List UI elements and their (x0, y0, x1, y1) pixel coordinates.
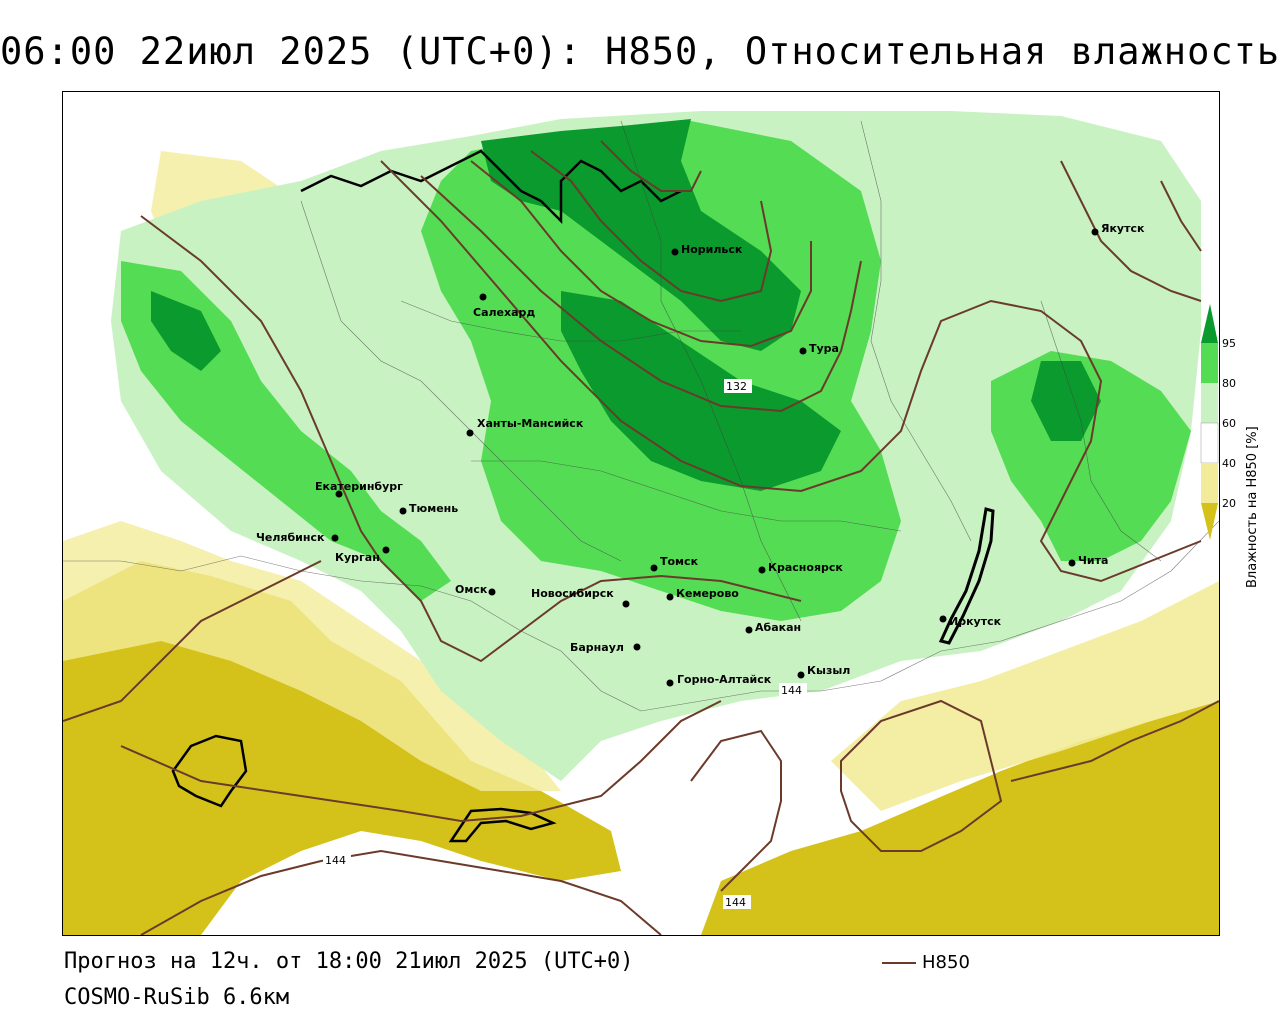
humidity-map: 132 144 144 144 Якутск Норильск Салехард… (62, 91, 1220, 936)
humidity-colorbar: 95 80 60 40 20 (1196, 300, 1280, 600)
saturated-zone-west (151, 291, 221, 371)
dry-zone-south-west (63, 561, 621, 935)
city-dot-gorno-altaysk (666, 679, 674, 687)
map-canvas: 132 144 144 144 Якутск Норильск Салехард… (63, 111, 1219, 935)
contour-label-132: 132 (724, 379, 752, 393)
h850-contours (63, 140, 1219, 935)
city-label-tyumen: Тюмень (409, 502, 458, 515)
svg-text:144: 144 (781, 684, 802, 697)
city-dot-salekhard (479, 293, 487, 301)
svg-text:144: 144 (725, 896, 746, 909)
svg-text:132: 132 (726, 380, 747, 393)
city-markers: Якутск Норильск Салехард Тура Ханты-Манс… (256, 222, 1145, 687)
contour-label-144-c: 144 (723, 895, 751, 909)
dry-zone-south-west-light (63, 521, 561, 791)
city-dot-omsk (488, 588, 496, 596)
city-label-salekhard: Салехард (473, 306, 535, 319)
city-label-chita: Чита (1078, 554, 1108, 567)
colorbar-tick-95: 95 (1222, 337, 1236, 350)
city-dot-tomsk (650, 564, 658, 572)
city-label-chelyabinsk: Челябинск (256, 531, 325, 544)
contour-label-144-a: 144 (779, 683, 807, 697)
city-label-tura: Тура (809, 342, 839, 355)
city-label-novosibirsk: Новосибирск (531, 587, 614, 600)
colorbar-tick-20: 20 (1222, 497, 1236, 510)
city-dot-yakutsk (1091, 228, 1099, 236)
city-dot-khanty-mansiysk (466, 429, 474, 437)
city-dot-kurgan (382, 546, 390, 554)
colorbar-band-60-80 (1201, 383, 1218, 423)
saturated-zone-central (561, 291, 841, 491)
aral-sea (171, 734, 248, 808)
city-dot-irkutsk (939, 615, 947, 623)
region-boundaries (63, 120, 1219, 712)
colorbar-triangle-bottom (1201, 503, 1218, 540)
city-label-omsk: Омск (455, 583, 488, 596)
contour-legend: H850 (882, 952, 970, 973)
colorbar-band-40-60 (1200, 422, 1219, 464)
city-label-khanty-mansiysk: Ханты-Мансийск (477, 417, 584, 430)
city-label-yakutsk: Якутск (1101, 222, 1145, 235)
saturated-zone-north (481, 119, 801, 351)
colorbar-tick-40: 40 (1222, 457, 1236, 470)
city-dot-norilsk (671, 248, 679, 256)
city-label-krasnoyarsk: Красноярск (768, 561, 843, 574)
colorbar-band-80-95 (1201, 343, 1218, 383)
city-dot-tura (799, 347, 807, 355)
city-dot-barnaul (633, 643, 641, 651)
city-label-abakan: Абакан (755, 621, 801, 634)
dry-zone-south-east (701, 701, 1219, 935)
city-label-gorno-altaysk: Горно-Алтайск (677, 673, 772, 686)
svg-text:144: 144 (325, 854, 346, 867)
city-dot-chita (1068, 559, 1076, 567)
city-dot-yekaterinburg (335, 490, 343, 498)
city-dot-novosibirsk (622, 600, 630, 608)
city-dot-kemerovo (666, 593, 674, 601)
dry-zone-south-east-light (831, 581, 1219, 811)
forecast-caption: Прогноз на 12ч. от 18:00 21июл 2025 (UTC… (64, 949, 634, 974)
coastline-north (300, 149, 682, 225)
colorbar-title: Влажность на H850 [%] (1245, 426, 1260, 588)
colorbar-band-20-40 (1201, 463, 1218, 503)
city-label-tomsk: Томск (660, 555, 699, 568)
contour-legend-label: H850 (922, 952, 970, 973)
model-caption: COSMO-RuSib 6.6км (64, 985, 290, 1010)
city-label-yekaterinburg: Екатеринбург (315, 480, 403, 493)
city-label-kemerovo: Кемерово (676, 587, 739, 600)
city-dot-abakan (745, 626, 753, 634)
city-label-kyzyl: Кызыл (807, 664, 850, 677)
balkhash-lake (448, 807, 557, 843)
contour-legend-swatch (882, 961, 916, 964)
colorbar-triangle-top (1201, 304, 1218, 343)
saturated-zone-east (1031, 361, 1101, 441)
city-label-barnaul: Барнаул (570, 641, 624, 654)
contour-label-144-b: 144 (323, 853, 351, 867)
city-label-irkutsk: Иркутск (949, 615, 1002, 628)
city-dot-kyzyl (797, 671, 805, 679)
baikal-lake (938, 507, 995, 645)
city-label-kurgan: Курган (335, 551, 380, 564)
city-dot-tyumen (399, 507, 407, 515)
city-label-norilsk: Норильск (681, 243, 743, 256)
colorbar-tick-80: 80 (1222, 377, 1236, 390)
city-dot-krasnoyarsk (758, 566, 766, 574)
map-title: 06:00 22июл 2025 (UTC+0): H850, Относите… (0, 30, 1280, 73)
colorbar-tick-60: 60 (1222, 417, 1236, 430)
city-dot-chelyabinsk (331, 534, 339, 542)
